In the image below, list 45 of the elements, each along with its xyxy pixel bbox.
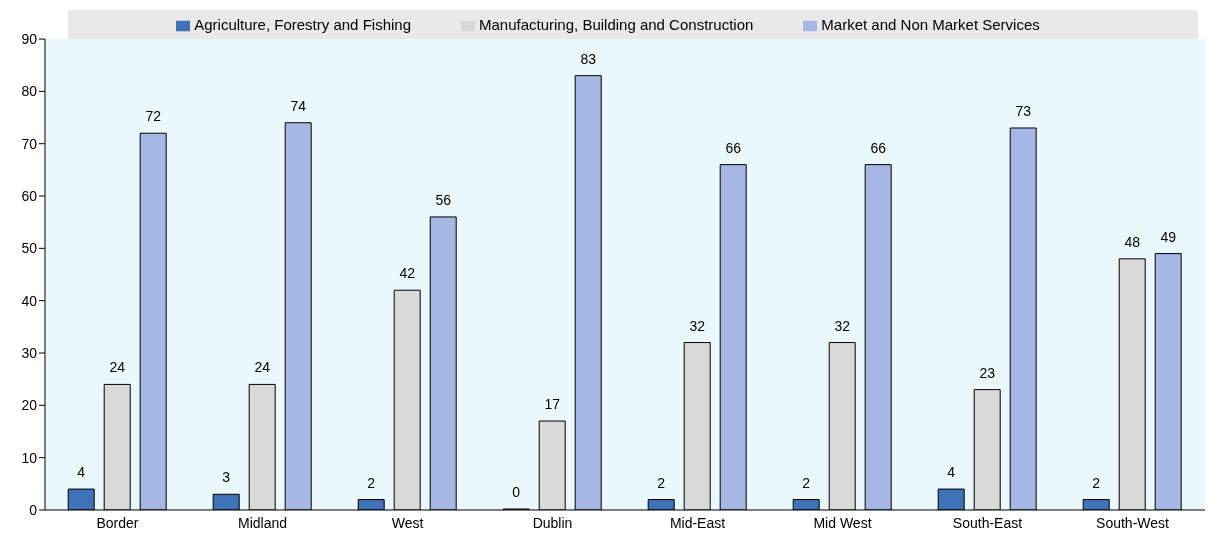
data-label: 2 — [802, 474, 811, 491]
data-label: 24 — [109, 359, 126, 376]
data-label: 74 — [290, 97, 307, 114]
data-label: 4 — [77, 464, 86, 481]
legend-label: Agriculture, Forestry and Fishing — [194, 16, 411, 33]
y-tick-label: 40 — [21, 292, 38, 309]
x-tick-label: West — [391, 514, 424, 531]
data-label: 48 — [1124, 233, 1141, 250]
y-tick-label: 80 — [21, 83, 38, 100]
data-label: 2 — [367, 474, 376, 491]
y-tick-label: 20 — [21, 397, 38, 414]
y-tick-label: 90 — [21, 31, 38, 47]
data-label: 2 — [657, 474, 666, 491]
y-tick-label: 0 — [29, 501, 38, 518]
y-tick-label: 70 — [21, 135, 38, 152]
y-tick-label: 30 — [21, 344, 38, 361]
x-tick-label: Dublin — [532, 514, 573, 531]
data-label: 23 — [979, 364, 996, 381]
data-label: 3 — [222, 469, 231, 486]
y-tick-label: 10 — [21, 449, 38, 466]
data-label: 66 — [725, 139, 742, 156]
data-label: 49 — [1160, 228, 1177, 245]
y-tick-label: 50 — [21, 240, 38, 257]
y-tick-label: 60 — [21, 187, 38, 204]
data-label: 24 — [254, 359, 271, 376]
x-tick-label: Mid West — [813, 514, 872, 531]
data-label: 17 — [544, 396, 561, 413]
data-label: 42 — [399, 265, 416, 282]
x-tick-label: Mid-East — [669, 514, 726, 531]
data-label: 73 — [1015, 102, 1032, 119]
legend-label: Manufacturing, Building and Construction — [479, 16, 754, 33]
legend-label: Market and Non Market Services — [821, 16, 1040, 33]
data-label: 32 — [834, 317, 851, 334]
data-label: 4 — [947, 464, 956, 481]
data-label: 2 — [1092, 474, 1101, 491]
x-tick-label: South-West — [1096, 514, 1170, 531]
data-label: 32 — [689, 317, 706, 334]
data-label: 0 — [512, 484, 521, 500]
x-tick-label: Border — [96, 514, 139, 531]
data-label: 66 — [870, 139, 887, 156]
x-tick-label: Midland — [237, 514, 288, 531]
data-label: 72 — [145, 108, 162, 125]
data-label: 56 — [435, 191, 452, 208]
x-tick-label: South-East — [952, 514, 1023, 531]
data-label: 83 — [580, 50, 597, 67]
